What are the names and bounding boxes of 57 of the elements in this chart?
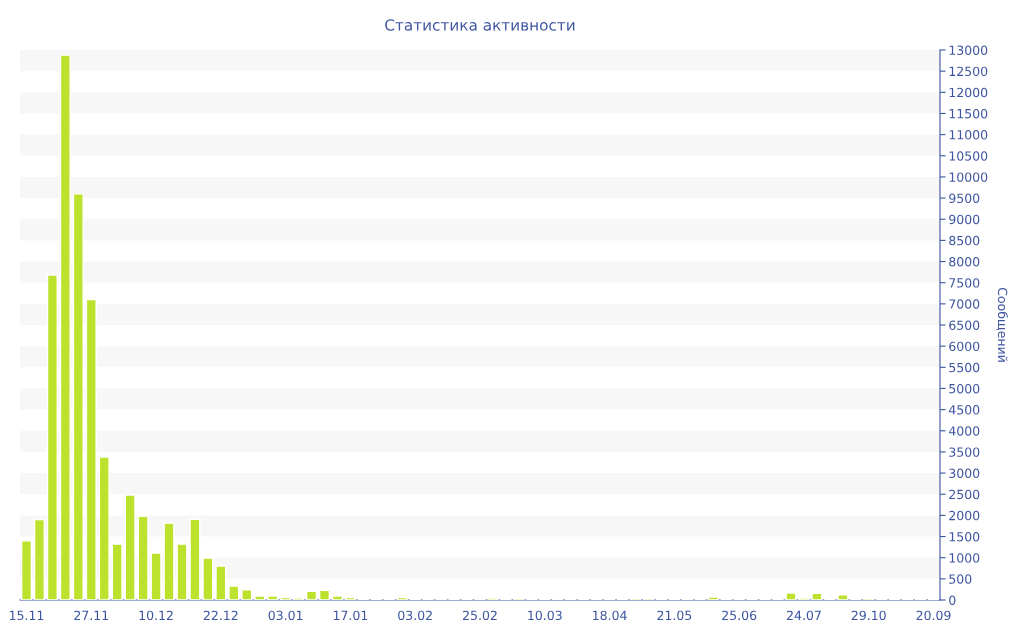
y-tick-label: 3500 xyxy=(949,447,980,457)
y-tick-label: 7500 xyxy=(949,278,980,288)
x-tick-label: 20.09 xyxy=(916,610,951,621)
chart-title: Статистика активности xyxy=(385,19,575,31)
x-tick-label: 18.04 xyxy=(593,610,627,621)
bar xyxy=(396,596,408,600)
x-tick-label: 21.05 xyxy=(657,610,692,621)
y-tick-label: 6000 xyxy=(949,341,980,352)
y-tick-label: 9500 xyxy=(949,193,980,203)
x-tick-label: 15.11 xyxy=(9,610,44,621)
bar xyxy=(331,595,344,600)
y-tick-label: 500 xyxy=(949,574,972,584)
x-tick-label: 03.01 xyxy=(268,610,303,621)
y-tick-label: 1500 xyxy=(949,532,980,542)
y-tick-label: 2500 xyxy=(949,489,980,500)
x-tick-label: 22.12 xyxy=(203,610,238,620)
bar xyxy=(254,595,266,600)
y-tick-label: 4000 xyxy=(948,426,980,436)
y-axis-title: Сообщений xyxy=(996,287,1008,362)
y-tick-label: 10000 xyxy=(949,172,988,182)
x-tick-label: 25.02 xyxy=(463,610,497,621)
y-tick-label: 8000 xyxy=(949,257,980,267)
y-tick-label: 11000 xyxy=(949,130,988,140)
y-tick-label: 1000 xyxy=(949,553,980,563)
x-tick-label: 24.07 xyxy=(786,610,821,621)
y-tick-label: 11500 xyxy=(949,108,988,119)
y-tick-label: 5000 xyxy=(949,383,980,394)
y-tick-label: 10500 xyxy=(949,151,988,161)
y-tick-label: 12500 xyxy=(949,66,988,77)
bar xyxy=(305,590,318,600)
bar xyxy=(267,595,279,600)
bar xyxy=(707,596,719,600)
x-tick-label: 25.06 xyxy=(722,610,757,621)
y-tick-label: 7000 xyxy=(949,299,980,309)
bar xyxy=(318,589,331,600)
y-tick-label: 5500 xyxy=(949,362,980,373)
bar xyxy=(241,589,253,600)
y-tick-label: 4500 xyxy=(948,405,980,415)
y-tick-label: 3000 xyxy=(949,468,980,478)
y-tick-label: 9000 xyxy=(949,214,980,225)
bar xyxy=(811,592,823,600)
y-tick-label: 0 xyxy=(949,595,956,605)
x-tick-label: 27.11 xyxy=(74,610,109,620)
x-tick-label: 03.02 xyxy=(398,610,432,621)
bar xyxy=(228,585,240,600)
bar xyxy=(280,596,292,600)
x-tick-label: 10.03 xyxy=(528,610,562,621)
bar xyxy=(837,594,849,600)
y-tick-label: 13000 xyxy=(949,45,988,55)
bar xyxy=(344,596,356,600)
y-tick-label: 12000 xyxy=(949,87,988,98)
x-tick-label: 10.12 xyxy=(139,610,173,621)
y-tick-label: 8500 xyxy=(949,235,980,246)
x-tick-label: 17.01 xyxy=(333,610,368,621)
y-tick-label: 2000 xyxy=(949,510,980,521)
x-tick-label: 29.10 xyxy=(851,610,886,621)
y-tick-label: 6500 xyxy=(949,320,980,330)
